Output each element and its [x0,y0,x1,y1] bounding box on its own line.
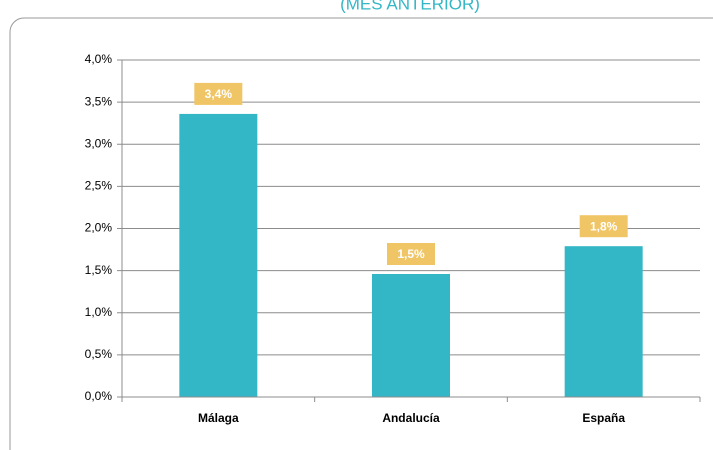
bar [179,113,258,398]
x-tick-label: Andalucía [382,411,440,425]
y-tick-label: 2,0% [85,221,113,235]
bar [372,273,450,397]
y-tick-label: 3,0% [85,136,113,150]
value-label: 1,5% [397,247,425,261]
chart-title: (MES ANTERIOR) [340,0,480,13]
y-tick-label: 0,0% [85,389,113,403]
bar [564,246,643,397]
value-label-box [387,242,435,265]
y-tick-label: 4,0% [85,52,113,66]
y-tick-label: 1,0% [85,305,113,319]
y-tick-label: 3,5% [85,94,113,108]
value-label: 3,4% [205,87,233,101]
x-tick-label: Málaga [198,411,239,425]
y-tick-label: 0,5% [85,347,113,361]
y-tick-label: 1,5% [85,263,113,277]
value-label-box [194,82,243,105]
x-tick-label: España [582,411,625,425]
value-label: 1,8% [590,219,618,233]
y-tick-label: 2,5% [85,179,113,193]
value-label-box [579,215,628,238]
